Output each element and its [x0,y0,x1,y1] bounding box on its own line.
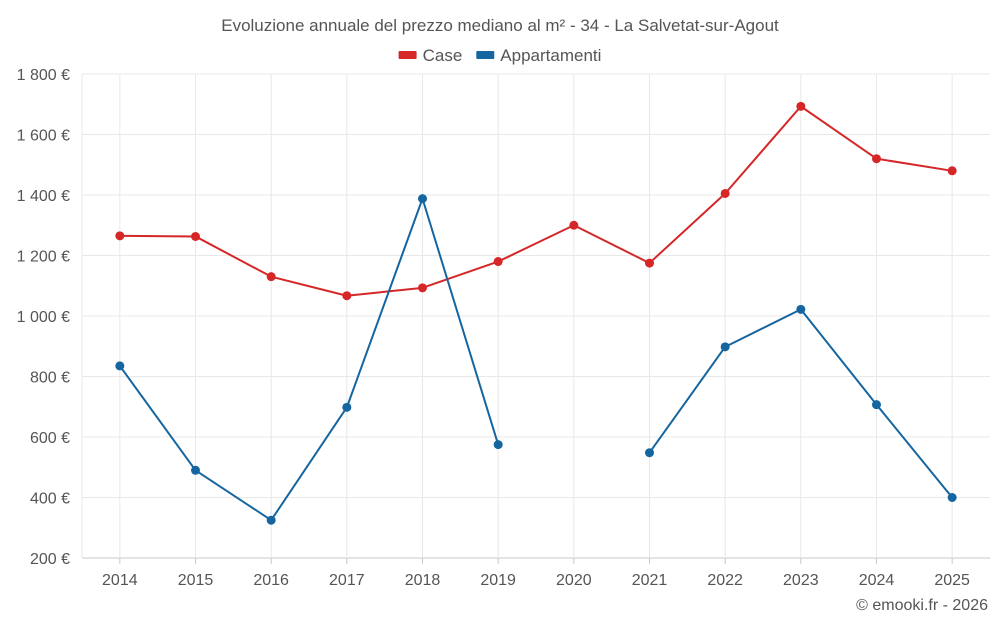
legend[interactable]: Case Appartamenti [398,46,602,65]
y-tick-label: 800 € [30,370,70,387]
y-tick-label: 1 400 € [17,188,70,205]
data-point-appartamenti-2017[interactable] [342,402,352,412]
series-layer [115,101,957,525]
data-point-case-2025[interactable] [947,166,957,176]
chart-title: Evoluzione annuale del prezzo mediano al… [221,16,779,35]
y-tick-label: 1 200 € [17,249,70,266]
series-case [115,101,957,301]
x-tick-label: 2015 [178,572,214,589]
x-tick-label: 2025 [934,572,970,589]
x-tick-label: 2020 [556,572,592,589]
data-point-case-2015[interactable] [191,231,200,241]
x-tick-label: 2014 [102,572,138,589]
data-point-case-2019[interactable] [493,257,503,267]
y-tick-label: 1 600 € [17,128,70,145]
x-tick-label: 2018 [405,572,441,589]
legend-item-appartamenti[interactable]: Appartamenti [476,46,601,65]
x-tick-label: 2017 [329,572,365,589]
y-tick-label: 1 800 € [17,67,70,84]
x-tick-label: 2016 [253,572,289,589]
data-point-case-2024[interactable] [872,154,881,164]
data-point-appartamenti-2016[interactable] [266,515,276,525]
series-line-case [119,105,953,297]
y-tick-label: 200 € [30,551,70,568]
credit-text: © emooki.fr - 2026 [856,597,988,614]
legend-swatch-appartamenti [476,51,495,59]
axes: 200 € 400 € 600 € 800 € 1 000 € 1 200 € 1 400 … [17,67,970,589]
data-point-appartamenti-2019[interactable] [493,440,503,450]
y-tick-label: 400 € [30,491,70,508]
data-point-appartamenti-2024[interactable] [872,400,881,410]
x-tick-label: 2023 [783,572,819,589]
legend-label: Case [423,46,463,65]
data-point-case-2020[interactable] [569,220,579,230]
y-tick-label: 600 € [30,430,70,447]
data-point-appartamenti-2014[interactable] [115,361,125,371]
data-point-appartamenti-2023[interactable] [796,304,806,314]
legend-swatch-case [398,51,417,59]
series-appartamenti [115,194,957,525]
legend-label: Appartamenti [500,46,601,65]
data-point-appartamenti-2022[interactable] [720,342,730,352]
x-tick-label: 2022 [707,572,743,589]
data-point-case-2016[interactable] [266,272,276,282]
data-point-appartamenti-2015[interactable] [191,465,200,475]
data-point-appartamenti-2025[interactable] [947,493,957,502]
data-point-case-2017[interactable] [342,291,352,301]
x-tick-label: 2019 [480,572,516,589]
data-point-case-2014[interactable] [115,231,125,241]
series-line-appartamenti [119,197,500,522]
x-tick-label: 2024 [859,572,895,589]
data-point-appartamenti-2018[interactable] [418,194,427,204]
data-point-case-2021[interactable] [645,258,654,268]
x-tick-label: 2021 [632,572,668,589]
legend-item-case[interactable]: Case [398,46,463,65]
data-point-appartamenti-2021[interactable] [645,448,654,458]
data-point-case-2022[interactable] [720,188,730,198]
data-point-case-2023[interactable] [796,101,806,111]
data-point-case-2018[interactable] [418,283,427,293]
y-tick-label: 1 000 € [17,309,70,326]
